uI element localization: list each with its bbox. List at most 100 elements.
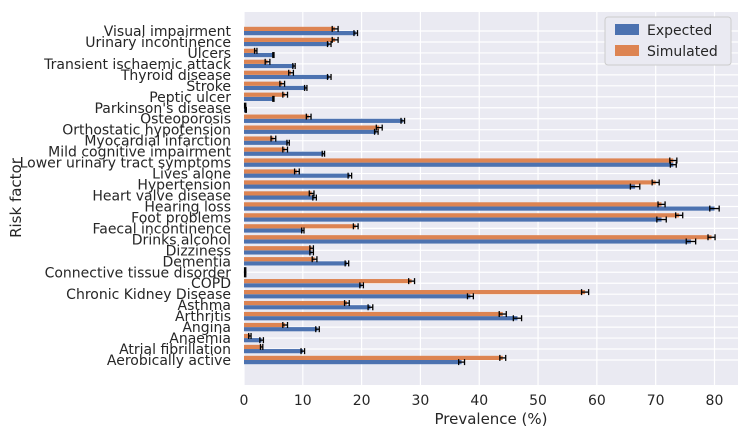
bar-expected	[244, 173, 350, 178]
bar-expected	[244, 261, 347, 266]
x-tick-label: 60	[588, 393, 606, 409]
y-tick-label: Arthritis	[175, 309, 231, 325]
bar-simulated	[244, 147, 286, 152]
bar-simulated	[244, 48, 256, 53]
bar-simulated	[244, 136, 274, 141]
y-tick-label: Heart valve disease	[92, 189, 231, 205]
bar-simulated	[244, 224, 356, 229]
bar-expected	[244, 228, 303, 233]
y-tick-label: Myocardial infarction	[84, 134, 231, 150]
x-tick-label: 70	[647, 393, 665, 409]
bar-simulated	[244, 279, 412, 284]
bar-expected	[244, 118, 403, 123]
y-tick-label: Dementia	[163, 254, 231, 270]
legend-label-simulated: Simulated	[647, 44, 718, 60]
bar-expected	[244, 41, 330, 47]
bar-simulated	[244, 169, 297, 174]
bar-expected	[244, 162, 674, 167]
y-tick-label: Thyroid disease	[120, 68, 231, 84]
error-bars	[243, 25, 720, 366]
x-tick-label: 10	[294, 393, 312, 409]
bar-simulated	[244, 125, 380, 130]
bar-simulated	[244, 235, 712, 240]
bar-simulated	[244, 246, 312, 251]
bar-expected	[244, 305, 371, 310]
legend-swatch-simulated	[615, 45, 639, 56]
bar-expected	[244, 250, 312, 255]
bar-expected	[244, 316, 518, 321]
y-tick-label: Connective tissue disorder	[45, 265, 232, 281]
bar-simulated	[244, 59, 268, 64]
bar-expected	[244, 74, 330, 80]
bar-expected	[244, 184, 636, 189]
y-tick-label: Osteoporosis	[140, 112, 231, 128]
bar-simulated	[244, 311, 503, 317]
y-tick-label: Anaemia	[169, 331, 231, 347]
y-tick-label: Urinary incontinence	[85, 35, 231, 51]
y-tick-label: Hearing loss	[144, 199, 231, 215]
bar-expected	[244, 206, 715, 211]
bar-expected	[244, 195, 315, 200]
x-tick-label: 30	[412, 393, 430, 409]
y-tick-label: Lives alone	[152, 167, 231, 183]
bar-simulated	[244, 213, 680, 218]
y-tick-label: Foot problems	[131, 210, 231, 226]
x-tick-label: 0	[240, 393, 249, 409]
bar-simulated	[244, 290, 586, 295]
bar-expected	[244, 31, 356, 36]
y-tick-label: Drinks alcohol	[132, 232, 231, 248]
y-tick-label: Atrial fibrillation	[119, 342, 231, 358]
bar-simulated	[244, 81, 283, 86]
bar-simulated	[244, 26, 336, 31]
x-tick-labels: 0 10 20 30 40 50 60 70 80	[240, 393, 724, 409]
x-axis-title: Prevalence (%)	[434, 410, 547, 428]
bar-simulated	[244, 300, 347, 306]
bar-expected	[244, 151, 324, 156]
y-tick-label: Aerobically active	[107, 353, 231, 369]
bar-simulated	[244, 322, 286, 328]
bar-simulated	[244, 92, 286, 97]
bar-expected	[244, 52, 274, 58]
bar-expected	[244, 338, 262, 343]
y-tick-label: Parkinson's disease	[94, 101, 231, 117]
y-tick-label: Transient ischaemic attack	[43, 57, 232, 73]
bar-simulated	[244, 191, 312, 196]
y-tick-label: Visual impairment	[104, 24, 232, 40]
bar-expected	[244, 360, 462, 365]
bar-simulated	[244, 202, 662, 207]
bar-simulated	[244, 257, 315, 262]
x-tick-label: 20	[353, 393, 371, 409]
bar-expected	[244, 239, 691, 244]
legend: Expected Simulated	[604, 16, 732, 66]
y-tick-label: Dizziness	[166, 243, 231, 259]
y-tick-label: Orthostatic hypotension	[62, 123, 231, 139]
bar-expected	[244, 294, 471, 299]
bar-expected	[244, 349, 303, 354]
y-tick-label: Hypertension	[137, 178, 231, 194]
y-tick-label: Peptic ulcer	[149, 90, 231, 106]
bar-expected	[244, 96, 274, 101]
y-tick-label: COPD	[191, 276, 231, 292]
y-axis-title: Risk factor	[7, 157, 25, 238]
bars	[244, 26, 715, 365]
legend-label-expected: Expected	[647, 23, 712, 39]
y-tick-label: Asthma	[178, 298, 231, 314]
y-tick-label: Faecal incontinence	[92, 221, 231, 237]
bar-expected	[244, 283, 362, 288]
x-tick-label: 80	[706, 393, 724, 409]
bar-simulated	[244, 355, 503, 360]
bar-simulated	[244, 158, 674, 163]
bar-expected	[244, 140, 289, 145]
bar-simulated	[244, 333, 250, 339]
bar-simulated	[244, 114, 309, 119]
y-tick-label: Chronic Kidney Disease	[66, 287, 231, 303]
y-tick-label: Mild cognitive impairment	[48, 145, 231, 161]
bar-expected	[244, 327, 318, 332]
x-tick-label: 40	[470, 393, 488, 409]
y-tick-label: Angina	[182, 320, 231, 336]
y-tick-label: Lower urinary tract symptoms	[20, 156, 231, 172]
y-tick-label: Ulcers	[188, 46, 232, 62]
